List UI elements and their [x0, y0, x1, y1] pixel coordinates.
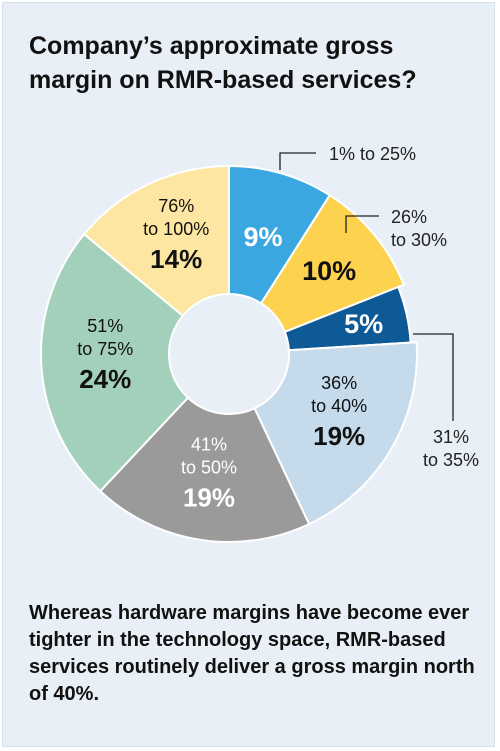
- slice-range-label: to 40%: [311, 396, 367, 416]
- footer-caption: Whereas hardware margins have become eve…: [29, 602, 475, 705]
- leader-line: [345, 215, 379, 233]
- donut-slice: [40, 232, 190, 493]
- donut-slice: [82, 164, 230, 318]
- slice-range-label: 76%: [158, 196, 194, 216]
- donut-slice: [98, 396, 311, 543]
- slice-range-label: to 30%: [391, 230, 447, 250]
- slice-range-label: 36%: [321, 373, 357, 393]
- leader-line: [279, 152, 316, 170]
- slice-range-label: to 75%: [77, 339, 133, 359]
- infographic-card: Company’s approximate gross margin on RM…: [2, 2, 495, 747]
- slice-percent-label: 19%: [183, 482, 235, 512]
- slice-range-label: 31%: [433, 427, 469, 447]
- leader-line: [413, 333, 454, 421]
- donut-chart: 9% 10% 5% 36% to 40% 19% 41% to 50% 19% 51% to 75%…: [40, 144, 479, 543]
- slice-percent-label: 10%: [302, 256, 356, 286]
- slice-range-label: 41%: [191, 434, 227, 454]
- slice-range-label: to 50%: [181, 457, 237, 477]
- slice-percent-label: 19%: [313, 421, 365, 451]
- donut-slice: [259, 193, 406, 334]
- slice-range-label: to 100%: [143, 219, 209, 239]
- chart-title: Company’s approximate gross margin on RM…: [29, 32, 417, 94]
- slice-range-label: 26%: [391, 207, 427, 227]
- slice-percent-label: 9%: [244, 222, 283, 252]
- slice-range-label: 1% to 25%: [329, 144, 416, 164]
- slice-percent-label: 14%: [150, 244, 202, 274]
- slice-range-label: 51%: [87, 316, 123, 336]
- donut-slice: [253, 341, 418, 526]
- slice-percent-label: 5%: [344, 309, 383, 339]
- slice-percent-label: 24%: [79, 364, 131, 394]
- slice-range-label: to 35%: [423, 450, 479, 470]
